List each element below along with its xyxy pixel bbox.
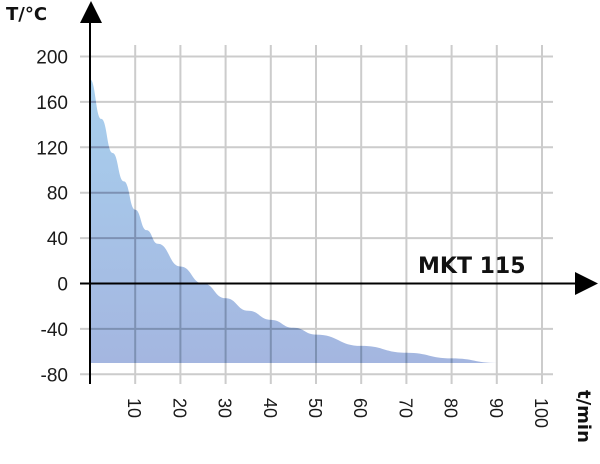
y-tick-label: -40 [41, 320, 68, 341]
x-tick-label: 40 [260, 398, 280, 418]
y-tick-label: -80 [41, 365, 68, 386]
y-tick-label: 120 [36, 138, 68, 159]
x-tick-label: 50 [305, 398, 325, 418]
area-fill [90, 79, 497, 363]
x-tick-label: 60 [350, 398, 370, 418]
y-axis-arrow-icon [80, 1, 102, 23]
x-axis-title: t/min [573, 390, 594, 443]
x-tick-label: 100 [531, 398, 551, 428]
x-tick-label: 30 [215, 398, 235, 418]
y-axis [80, 1, 102, 384]
y-tick-label: 0 [57, 275, 68, 296]
x-tick-label: 70 [395, 398, 415, 418]
x-tick-label: 90 [486, 398, 506, 418]
y-tick-label: 40 [47, 229, 68, 250]
x-tick-label: 20 [169, 398, 189, 418]
x-tick-labels: 10 20 30 40 50 60 70 80 90 100 [124, 398, 551, 428]
y-tick-label: 80 [47, 184, 68, 205]
x-axis-arrow-icon [575, 272, 598, 295]
y-tick-label: 200 [36, 48, 68, 69]
x-axis [80, 272, 598, 295]
x-tick-label: 80 [441, 398, 461, 418]
y-axis-title: T/°C [6, 4, 47, 25]
x-tick-label: 10 [124, 398, 144, 418]
y-tick-label: 160 [36, 93, 68, 114]
y-tick-labels: 200 160 120 80 40 0 -40 -80 [36, 48, 68, 387]
series-label: MKT 115 [418, 254, 526, 279]
